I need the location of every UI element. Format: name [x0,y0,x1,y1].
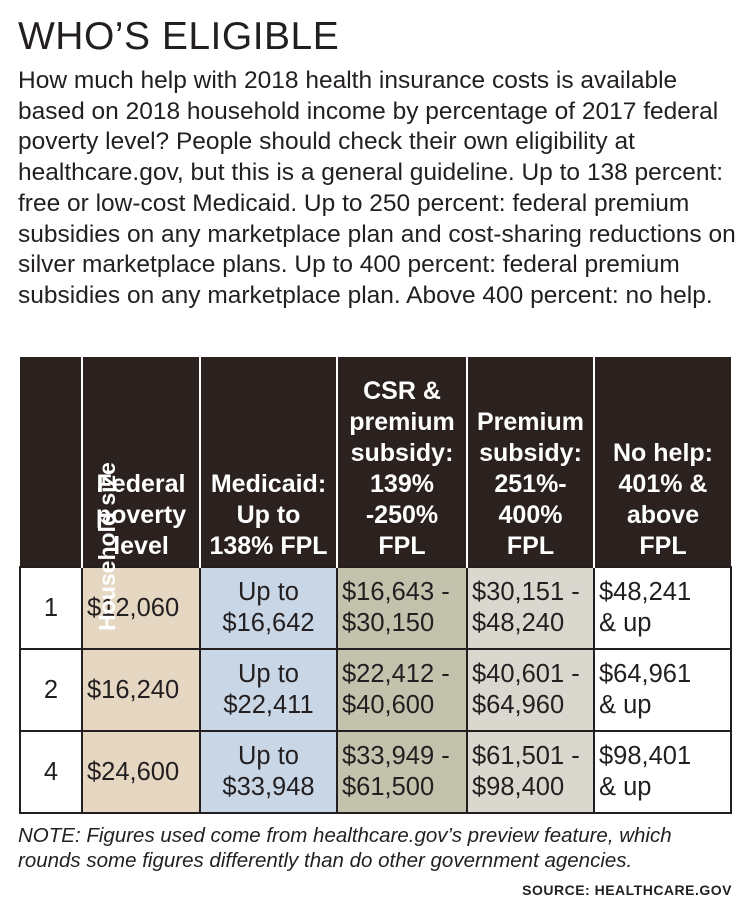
premium-cell: $30,151 - $48,240 [466,566,595,650]
page-title: WHO’S ELIGIBLE [18,15,340,58]
table-row: 1 $12,060 Up to $16,642 $16,643 - $30,150 … [19,566,732,650]
header-federal-poverty-level: Federal poverty level [81,357,200,567]
table-row: 4 $24,600 Up to $33,948 $33,949 - $61,500 … [19,730,732,814]
medicaid-cell: Up to $33,948 [199,730,338,814]
no-help-cell: $98,401 & up [593,730,732,814]
medicaid-cell: Up to $16,642 [199,566,338,650]
medicaid-cell: Up to $22,411 [199,648,338,732]
header-no-help: No help: 401% & above FPL [593,357,731,567]
footnote: NOTE: Figures used come from healthcare.… [18,824,672,872]
premium-cell: $40,601 - $64,960 [466,648,595,732]
table-header-row: Household size Federal poverty level Med… [20,357,731,631]
no-help-cell: $64,961 & up [593,648,732,732]
header-csr-premium-subsidy: CSR & premium subsidy: 139% -250% FPL [336,357,467,567]
csr-cell: $33,949 - $61,500 [336,730,468,814]
fpl-cell: $24,600 [81,730,201,814]
household-size-cell: 1 [19,566,83,650]
header-medicaid: Medicaid: Up to 138% FPL [199,357,337,567]
household-size-cell: 4 [19,730,83,814]
header-household-size: Household size [20,357,120,631]
eligibility-table: Household size Federal poverty level Med… [19,357,732,814]
table-row: 2 $16,240 Up to $22,411 $22,412 - $40,600 … [19,648,732,732]
premium-cell: $61,501 - $98,400 [466,730,595,814]
household-size-cell: 2 [19,648,83,732]
intro-paragraph: How much help with 2018 health insurance… [18,67,736,309]
header-premium-subsidy: Premium subsidy: 251%- 400% FPL [466,357,594,567]
csr-cell: $22,412 - $40,600 [336,648,468,732]
source-credit: SOURCE: HEALTHCARE.GOV [522,882,732,898]
no-help-cell: $48,241 & up [593,566,732,650]
fpl-cell: $12,060 [81,566,201,650]
csr-cell: $16,643 - $30,150 [336,566,468,650]
fpl-cell: $16,240 [81,648,201,732]
